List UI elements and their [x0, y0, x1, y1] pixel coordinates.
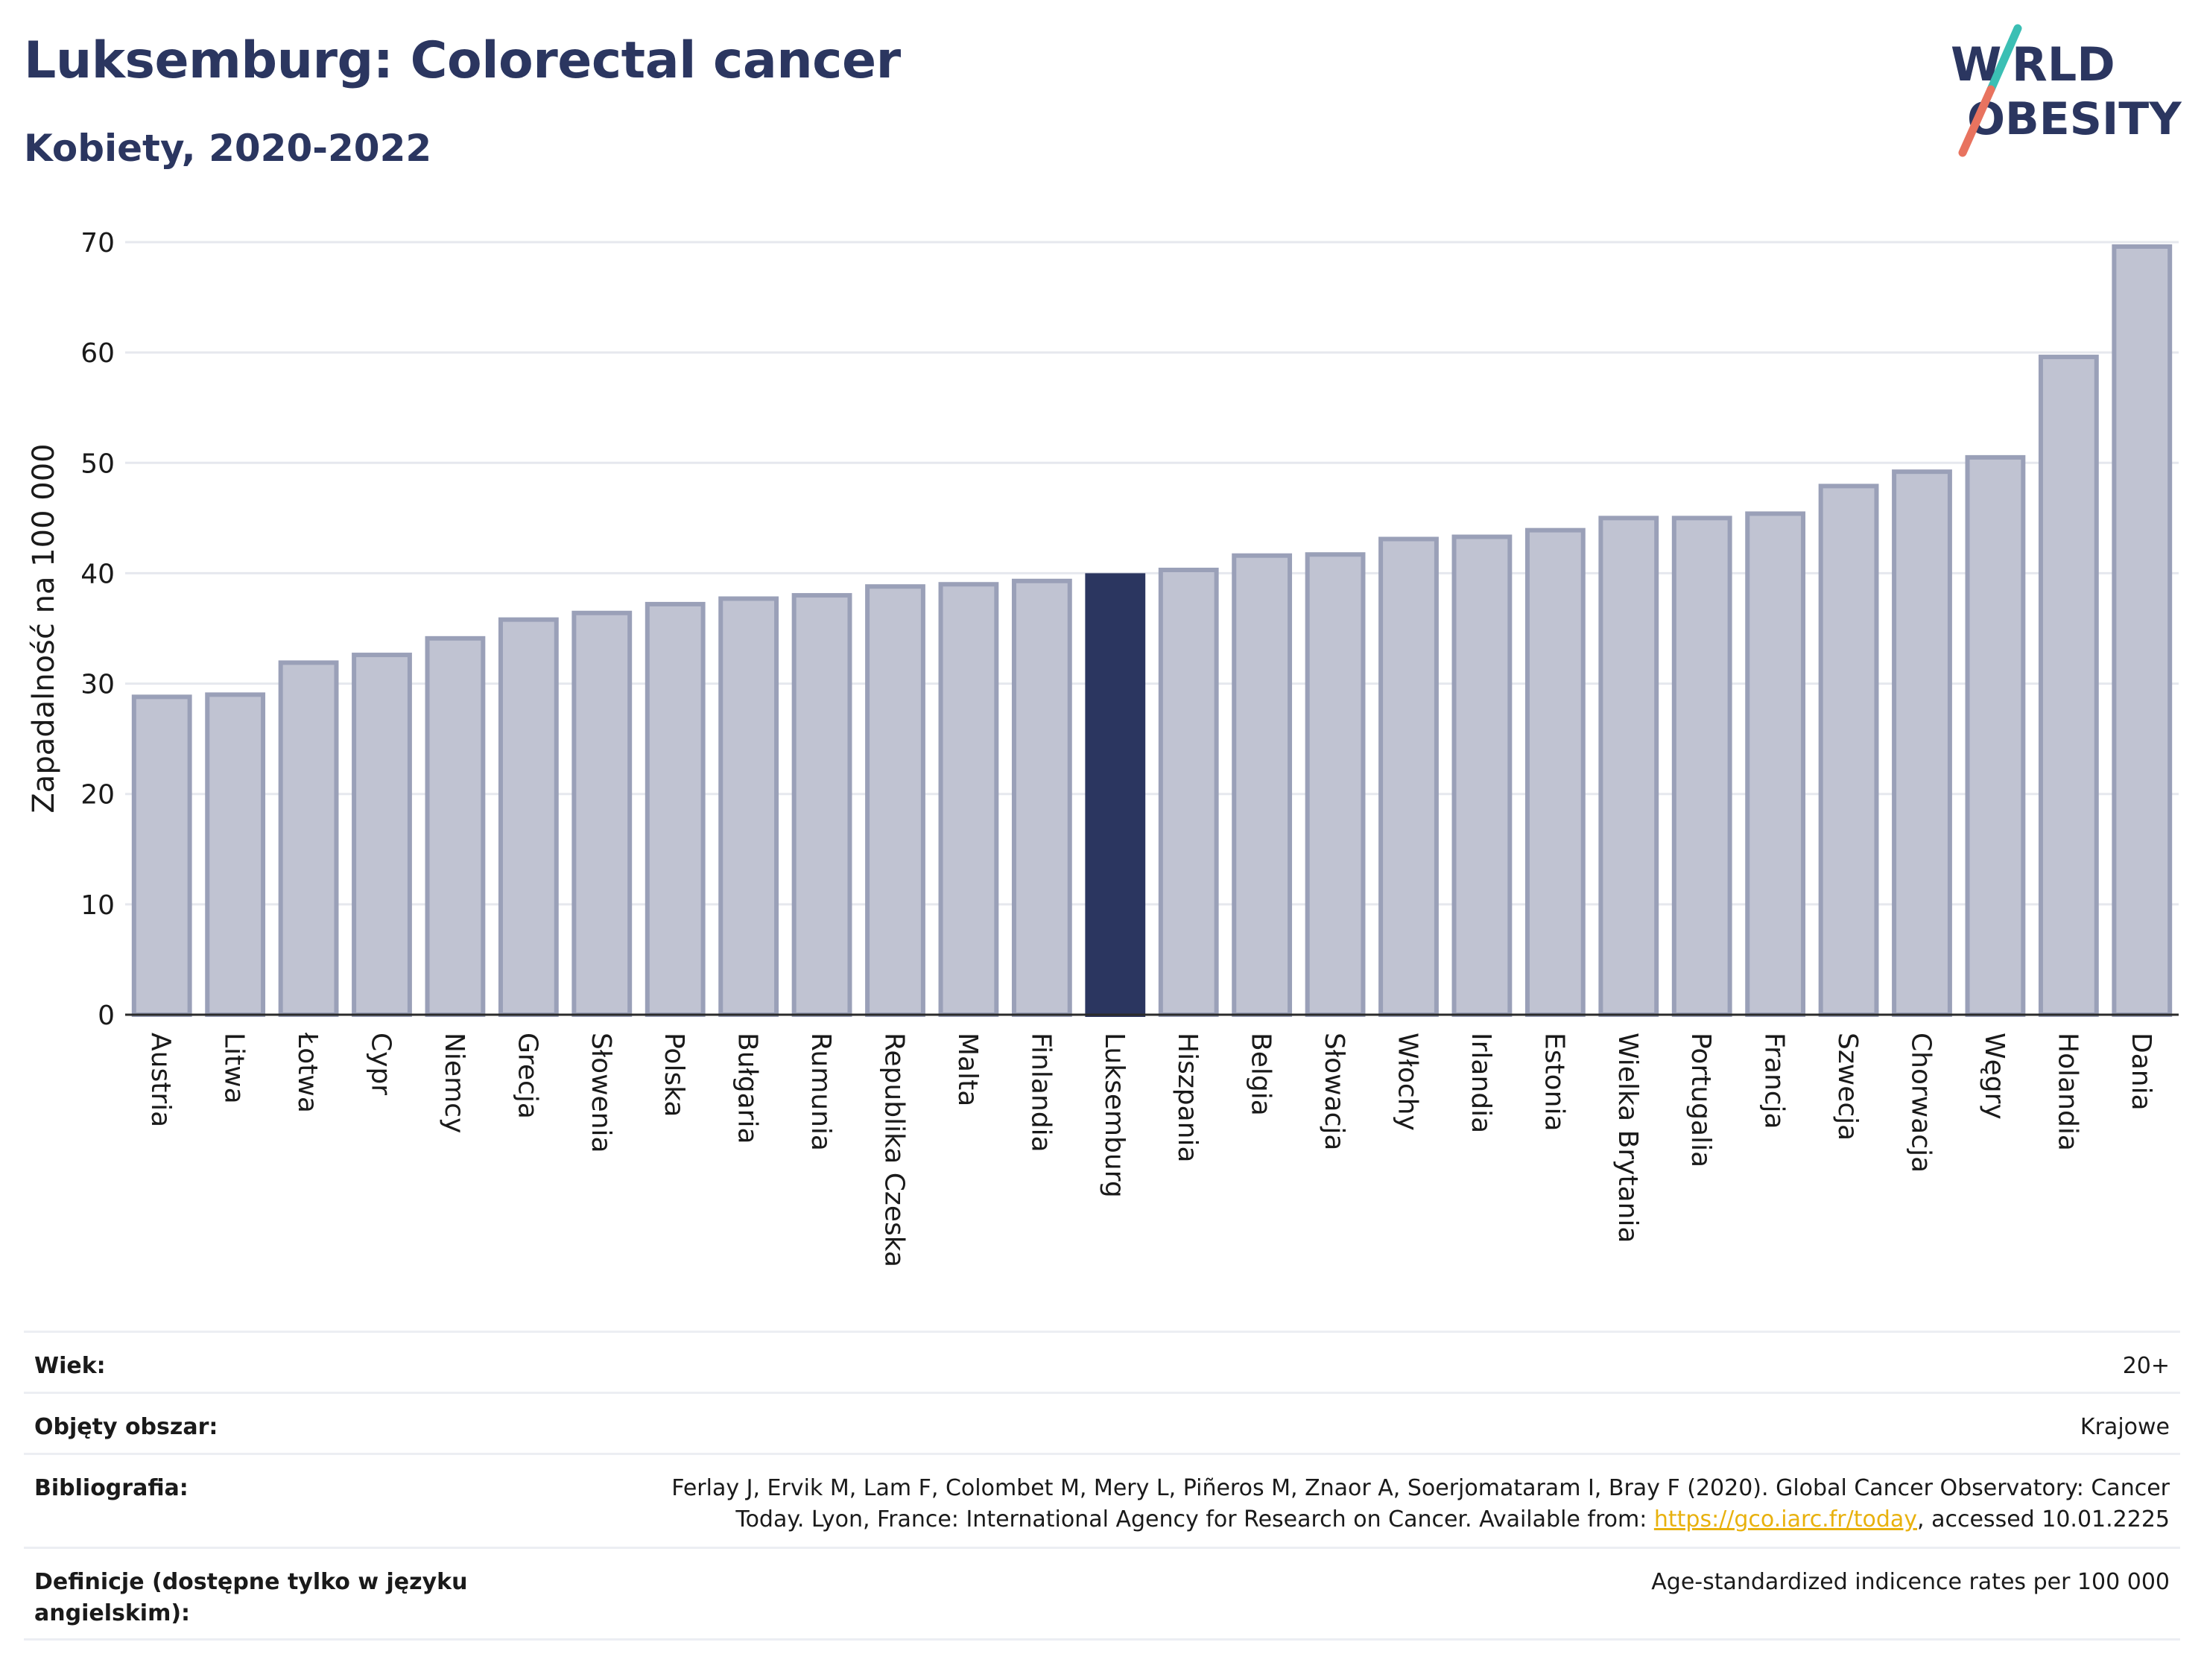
x-tick-label-Wielka Brytania: Wielka Brytania: [1612, 1033, 1643, 1243]
x-tick-label-Republika Czeska: Republika Czeska: [879, 1033, 910, 1267]
bar-Luksemburg: [1085, 573, 1146, 1017]
bar-Wielka Brytania: [1598, 516, 1659, 1017]
info-value-bibliography: Ferlay J, Ervik M, Lam F, Colombet M, Me…: [671, 1473, 2170, 1535]
x-tick-label-Szwecja: Szwecja: [1832, 1033, 1863, 1141]
info-row-bibliography: Bibliografia: Ferlay J, Ervik M, Lam F, …: [24, 1453, 2180, 1547]
bar-Malta: [938, 582, 999, 1017]
bar-Łotwa: [278, 660, 339, 1017]
logo-slash-bottom: [1958, 85, 1995, 157]
info-value-coverage: Krajowe: [2080, 1414, 2170, 1440]
y-axis-title: Zapadalność na 100 000: [27, 443, 61, 813]
bar-Szwecja: [1818, 484, 1879, 1017]
info-label-definitions: Definicje (dostępne tylko w języku angie…: [34, 1569, 468, 1626]
x-tick-label-Irlandia: Irlandia: [1466, 1033, 1496, 1133]
x-tick-label-Portugalia: Portugalia: [1685, 1033, 1716, 1167]
bar-Słowacja: [1305, 552, 1366, 1017]
bar-Rumunia: [791, 593, 852, 1017]
y-tick-label-70: 70: [80, 228, 115, 259]
logo-text-world-rld: RLD: [2012, 37, 2115, 92]
bar-Belgia: [1232, 553, 1293, 1017]
info-label-age: Wiek:: [34, 1353, 106, 1379]
info-row-coverage: Objęty obszar: Krajowe: [24, 1392, 2180, 1453]
logo-slash-top: [1986, 24, 2022, 94]
y-tick-label-30: 30: [80, 670, 115, 700]
bar-Litwa: [205, 692, 266, 1018]
bar-Cypr: [352, 653, 412, 1017]
x-tick-label-Włochy: Włochy: [1393, 1033, 1423, 1131]
bar-Chorwacja: [1892, 469, 1952, 1017]
x-tick-label-Litwa: Litwa: [219, 1033, 250, 1104]
bibliography-link[interactable]: https://gco.iarc.fr/today: [1653, 1506, 1918, 1532]
y-tick-label-20: 20: [80, 780, 115, 811]
bibliography-line-2-end: , accessed 10.01.2225: [1917, 1506, 2170, 1532]
y-tick-label-10: 10: [80, 890, 115, 921]
x-tick-label-Luksemburg: Luksemburg: [1099, 1033, 1130, 1198]
info-value-definitions: Age-standardized indicence rates per 100…: [1651, 1569, 2170, 1595]
chart-subtitle: Kobiety, 2020-2022: [24, 127, 432, 170]
world-obesity-logo: W RLD OBESITY: [1951, 24, 2182, 157]
info-row-age: Wiek: 20+: [24, 1331, 2180, 1392]
x-tick-label-Węgry: Węgry: [1979, 1033, 2010, 1120]
bibliography-line-2: Today. Lyon, France: International Agenc…: [671, 1504, 2170, 1535]
x-tick-label-Chorwacja: Chorwacja: [1906, 1033, 1937, 1173]
y-tick-label-0: 0: [98, 1001, 115, 1031]
info-label-coverage: Objęty obszar:: [34, 1414, 218, 1440]
x-tick-label-Belgia: Belgia: [1246, 1033, 1276, 1116]
x-tick-label-Dania: Dania: [2126, 1033, 2156, 1111]
bar-chart: 0 10 20 30 40 50 60 70 Zapadalność na 100 000 Aus…: [27, 228, 2179, 1267]
x-tick-label-Cypr: Cypr: [366, 1033, 396, 1095]
bar-Francja: [1745, 511, 1806, 1017]
x-tick-label-Polska: Polska: [659, 1033, 689, 1117]
bar-Polska: [645, 601, 706, 1017]
bar-Republika Czeska: [865, 584, 925, 1017]
bar-Grecja: [498, 617, 559, 1017]
x-tick-label-Austria: Austria: [145, 1033, 176, 1127]
info-row-definitions: Definicje (dostępne tylko w języku angie…: [24, 1547, 2180, 1641]
x-tick-label-Grecja: Grecja: [512, 1033, 542, 1119]
x-tick-label-Słowacja: Słowacja: [1319, 1033, 1349, 1150]
info-table: Wiek: 20+ Objęty obszar: Krajowe Bibliog…: [24, 1331, 2180, 1641]
y-tick-label-50: 50: [80, 448, 115, 479]
info-value-age: 20+: [2122, 1353, 2170, 1379]
bar-Bułgaria: [718, 596, 779, 1017]
x-tick-label-Rumunia: Rumunia: [805, 1033, 836, 1151]
bar-Niemcy: [425, 635, 486, 1018]
x-tick-label-Malta: Malta: [952, 1033, 983, 1106]
x-tick-label-Francja: Francja: [1759, 1033, 1790, 1129]
bar-Dania: [2112, 244, 2173, 1018]
x-tick-label-Finlandia: Finlandia: [1025, 1033, 1056, 1153]
bar-Estonia: [1524, 527, 1586, 1017]
info-label-bibliography: Bibliografia:: [34, 1475, 189, 1501]
y-tick-label-60: 60: [80, 338, 115, 369]
bibliography-line-1: Ferlay J, Ervik M, Lam F, Colombet M, Me…: [671, 1475, 2170, 1501]
bar-Włochy: [1378, 536, 1439, 1017]
x-tick-label-Niemcy: Niemcy: [439, 1033, 469, 1133]
x-tick-label-Estonia: Estonia: [1539, 1033, 1569, 1132]
chart-title: Luksemburg: Colorectal cancer: [24, 31, 901, 90]
bar-Irlandia: [1451, 534, 1513, 1017]
bar-Węgry: [1965, 454, 2026, 1017]
bar-Słowenia: [571, 610, 633, 1017]
bar-Holandia: [2038, 355, 2099, 1018]
x-tick-label-Hiszpania: Hiszpania: [1172, 1033, 1203, 1163]
bibliography-line-2-text: Today. Lyon, France: International Agenc…: [735, 1506, 1654, 1532]
bar-Austria: [131, 694, 192, 1017]
x-tick-label-Łotwa: Łotwa: [292, 1032, 323, 1113]
x-tick-label-Holandia: Holandia: [2052, 1033, 2083, 1151]
bar-Portugalia: [1671, 516, 1732, 1017]
logo-text-obesity: OBESITY: [1967, 93, 2182, 145]
y-tick-label-40: 40: [80, 559, 115, 589]
x-tick-label-Słowenia: Słowenia: [586, 1033, 616, 1153]
bar-Finlandia: [1011, 578, 1072, 1017]
x-tick-label-Bułgaria: Bułgaria: [732, 1033, 763, 1144]
bar-Hiszpania: [1158, 567, 1219, 1017]
